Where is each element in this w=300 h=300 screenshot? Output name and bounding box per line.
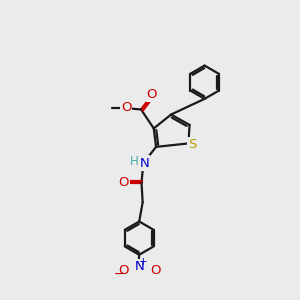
Text: +: + xyxy=(139,257,148,267)
Text: H: H xyxy=(130,155,139,168)
Text: N: N xyxy=(140,157,149,169)
Text: O: O xyxy=(147,88,157,101)
Text: N: N xyxy=(134,260,144,273)
Text: O: O xyxy=(118,176,129,189)
Text: O: O xyxy=(118,264,128,277)
Text: O: O xyxy=(121,100,131,114)
Text: S: S xyxy=(188,138,197,151)
Text: −: − xyxy=(114,268,124,281)
Text: O: O xyxy=(150,264,160,277)
